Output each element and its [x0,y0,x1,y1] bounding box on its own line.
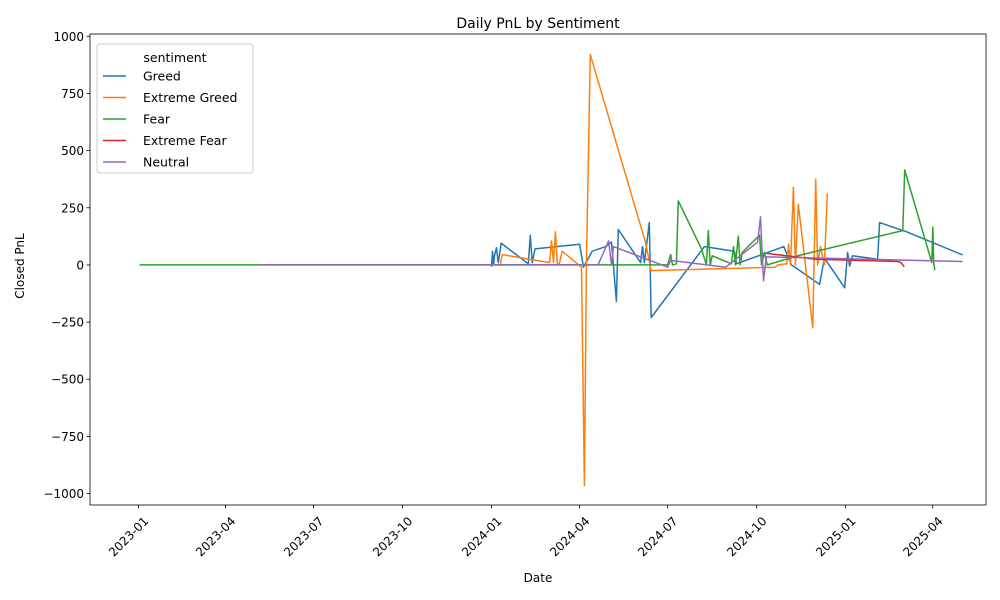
y-tick-label: −750 [51,430,84,444]
legend: sentiment Greed Extreme Greed Fear Extreme … [96,43,254,174]
legend-entry-label: Extreme Greed [143,90,237,105]
legend-entry-label: Extreme Fear [143,133,227,148]
series-line-fear [139,169,936,271]
legend-entry-label: Fear [143,112,171,127]
legend-entry-label: Greed [143,69,181,84]
y-axis-label: Closed PnL [13,233,27,299]
plot-area-frame [89,33,987,506]
y-tick-label: −1000 [43,487,84,501]
y-tick-label: 1000 [53,30,84,44]
y-tick-label: −500 [51,373,84,387]
legend-entry-label: Neutral [143,155,189,170]
series-layer [139,53,963,487]
series-line-extreme-greed [494,53,829,487]
chart-title: Daily PnL by Sentiment [456,16,620,32]
legend-title: sentiment [143,50,206,65]
x-axis-label: Date [524,571,553,585]
legend-box [96,43,254,174]
y-axis: −1000 −750 −500 −250 0 250 500 750 1000 [43,30,90,501]
series-line-neutral [260,216,963,282]
y-tick-label: 0 [76,258,84,272]
y-tick-label: 500 [61,144,84,158]
y-tick-label: −250 [51,316,84,330]
y-tick-label: 750 [61,87,84,101]
y-tick-label: 250 [61,201,84,215]
